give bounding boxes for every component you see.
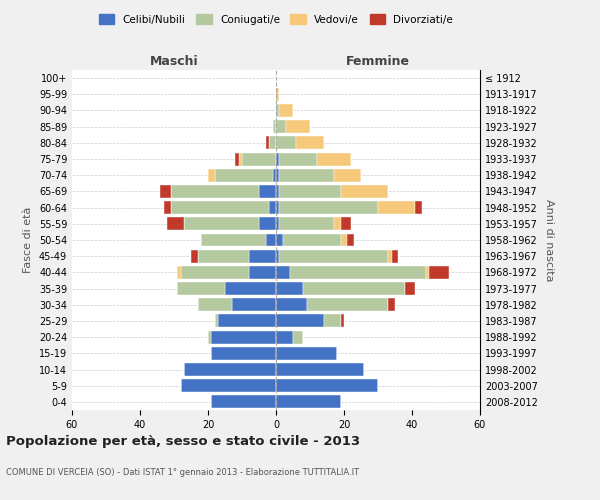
Bar	[293, 330, 303, 344]
Text: Maschi: Maschi	[149, 55, 199, 68]
Bar	[280, 201, 378, 214]
Bar	[181, 379, 276, 392]
Text: Popolazione per età, sesso e stato civile - 2013: Popolazione per età, sesso e stato civil…	[6, 435, 360, 448]
Bar	[269, 136, 276, 149]
Bar	[211, 330, 276, 344]
Bar	[259, 185, 276, 198]
Bar	[276, 152, 280, 166]
Bar	[272, 120, 276, 133]
Bar	[201, 234, 266, 246]
Bar	[276, 298, 307, 311]
Bar	[347, 234, 354, 246]
Legend: Celibi/Nubili, Coniugati/e, Vedovi/e, Divorziati/e: Celibi/Nubili, Coniugati/e, Vedovi/e, Di…	[95, 10, 457, 29]
Bar	[276, 218, 280, 230]
Bar	[259, 218, 276, 230]
Bar	[208, 330, 211, 344]
Bar	[415, 201, 422, 214]
Bar	[276, 330, 293, 344]
Bar	[317, 152, 351, 166]
Bar	[276, 363, 364, 376]
Bar	[218, 314, 276, 328]
Bar	[405, 282, 415, 295]
Bar	[215, 169, 272, 181]
Bar	[280, 218, 334, 230]
Bar	[334, 218, 341, 230]
Bar	[178, 266, 181, 279]
Bar	[276, 201, 280, 214]
Bar	[280, 104, 293, 117]
Bar	[276, 169, 280, 181]
Bar	[425, 266, 429, 279]
Bar	[280, 169, 334, 181]
Bar	[388, 298, 395, 311]
Bar	[272, 169, 276, 181]
Bar	[208, 169, 215, 181]
Bar	[341, 314, 344, 328]
Text: COMUNE DI VERCEIA (SO) - Dati ISTAT 1° gennaio 2013 - Elaborazione TUTTITALIA.IT: COMUNE DI VERCEIA (SO) - Dati ISTAT 1° g…	[6, 468, 359, 477]
Bar	[296, 136, 323, 149]
Bar	[276, 234, 283, 246]
Bar	[276, 136, 296, 149]
Bar	[167, 218, 184, 230]
Bar	[266, 136, 269, 149]
Bar	[235, 152, 239, 166]
Bar	[249, 266, 276, 279]
Bar	[276, 250, 280, 262]
Bar	[242, 152, 276, 166]
Bar	[239, 152, 242, 166]
Bar	[198, 250, 249, 262]
Bar	[232, 298, 276, 311]
Bar	[429, 266, 449, 279]
Bar	[198, 298, 232, 311]
Bar	[290, 266, 425, 279]
Bar	[303, 282, 405, 295]
Bar	[249, 250, 276, 262]
Bar	[341, 185, 388, 198]
Bar	[211, 347, 276, 360]
Bar	[378, 201, 415, 214]
Bar	[276, 185, 280, 198]
Bar	[276, 88, 280, 101]
Bar	[388, 250, 392, 262]
Bar	[276, 314, 323, 328]
Bar	[276, 282, 303, 295]
Bar	[170, 185, 259, 198]
Text: Femmine: Femmine	[346, 55, 410, 68]
Bar	[276, 347, 337, 360]
Bar	[276, 379, 378, 392]
Bar	[286, 120, 310, 133]
Bar	[276, 396, 341, 408]
Bar	[269, 201, 276, 214]
Bar	[191, 250, 198, 262]
Bar	[280, 185, 341, 198]
Bar	[334, 169, 361, 181]
Bar	[341, 234, 347, 246]
Bar	[184, 218, 259, 230]
Bar	[280, 152, 317, 166]
Bar	[178, 282, 225, 295]
Bar	[164, 201, 170, 214]
Bar	[225, 282, 276, 295]
Bar	[215, 314, 218, 328]
Bar	[184, 363, 276, 376]
Bar	[276, 120, 286, 133]
Bar	[341, 218, 351, 230]
Bar	[280, 250, 388, 262]
Bar	[276, 266, 290, 279]
Y-axis label: Anni di nascita: Anni di nascita	[544, 198, 554, 281]
Y-axis label: Fasce di età: Fasce di età	[23, 207, 33, 273]
Bar	[307, 298, 388, 311]
Bar	[211, 396, 276, 408]
Bar	[160, 185, 170, 198]
Bar	[181, 266, 249, 279]
Bar	[266, 234, 276, 246]
Bar	[283, 234, 341, 246]
Bar	[392, 250, 398, 262]
Bar	[323, 314, 341, 328]
Bar	[276, 104, 280, 117]
Bar	[170, 201, 269, 214]
